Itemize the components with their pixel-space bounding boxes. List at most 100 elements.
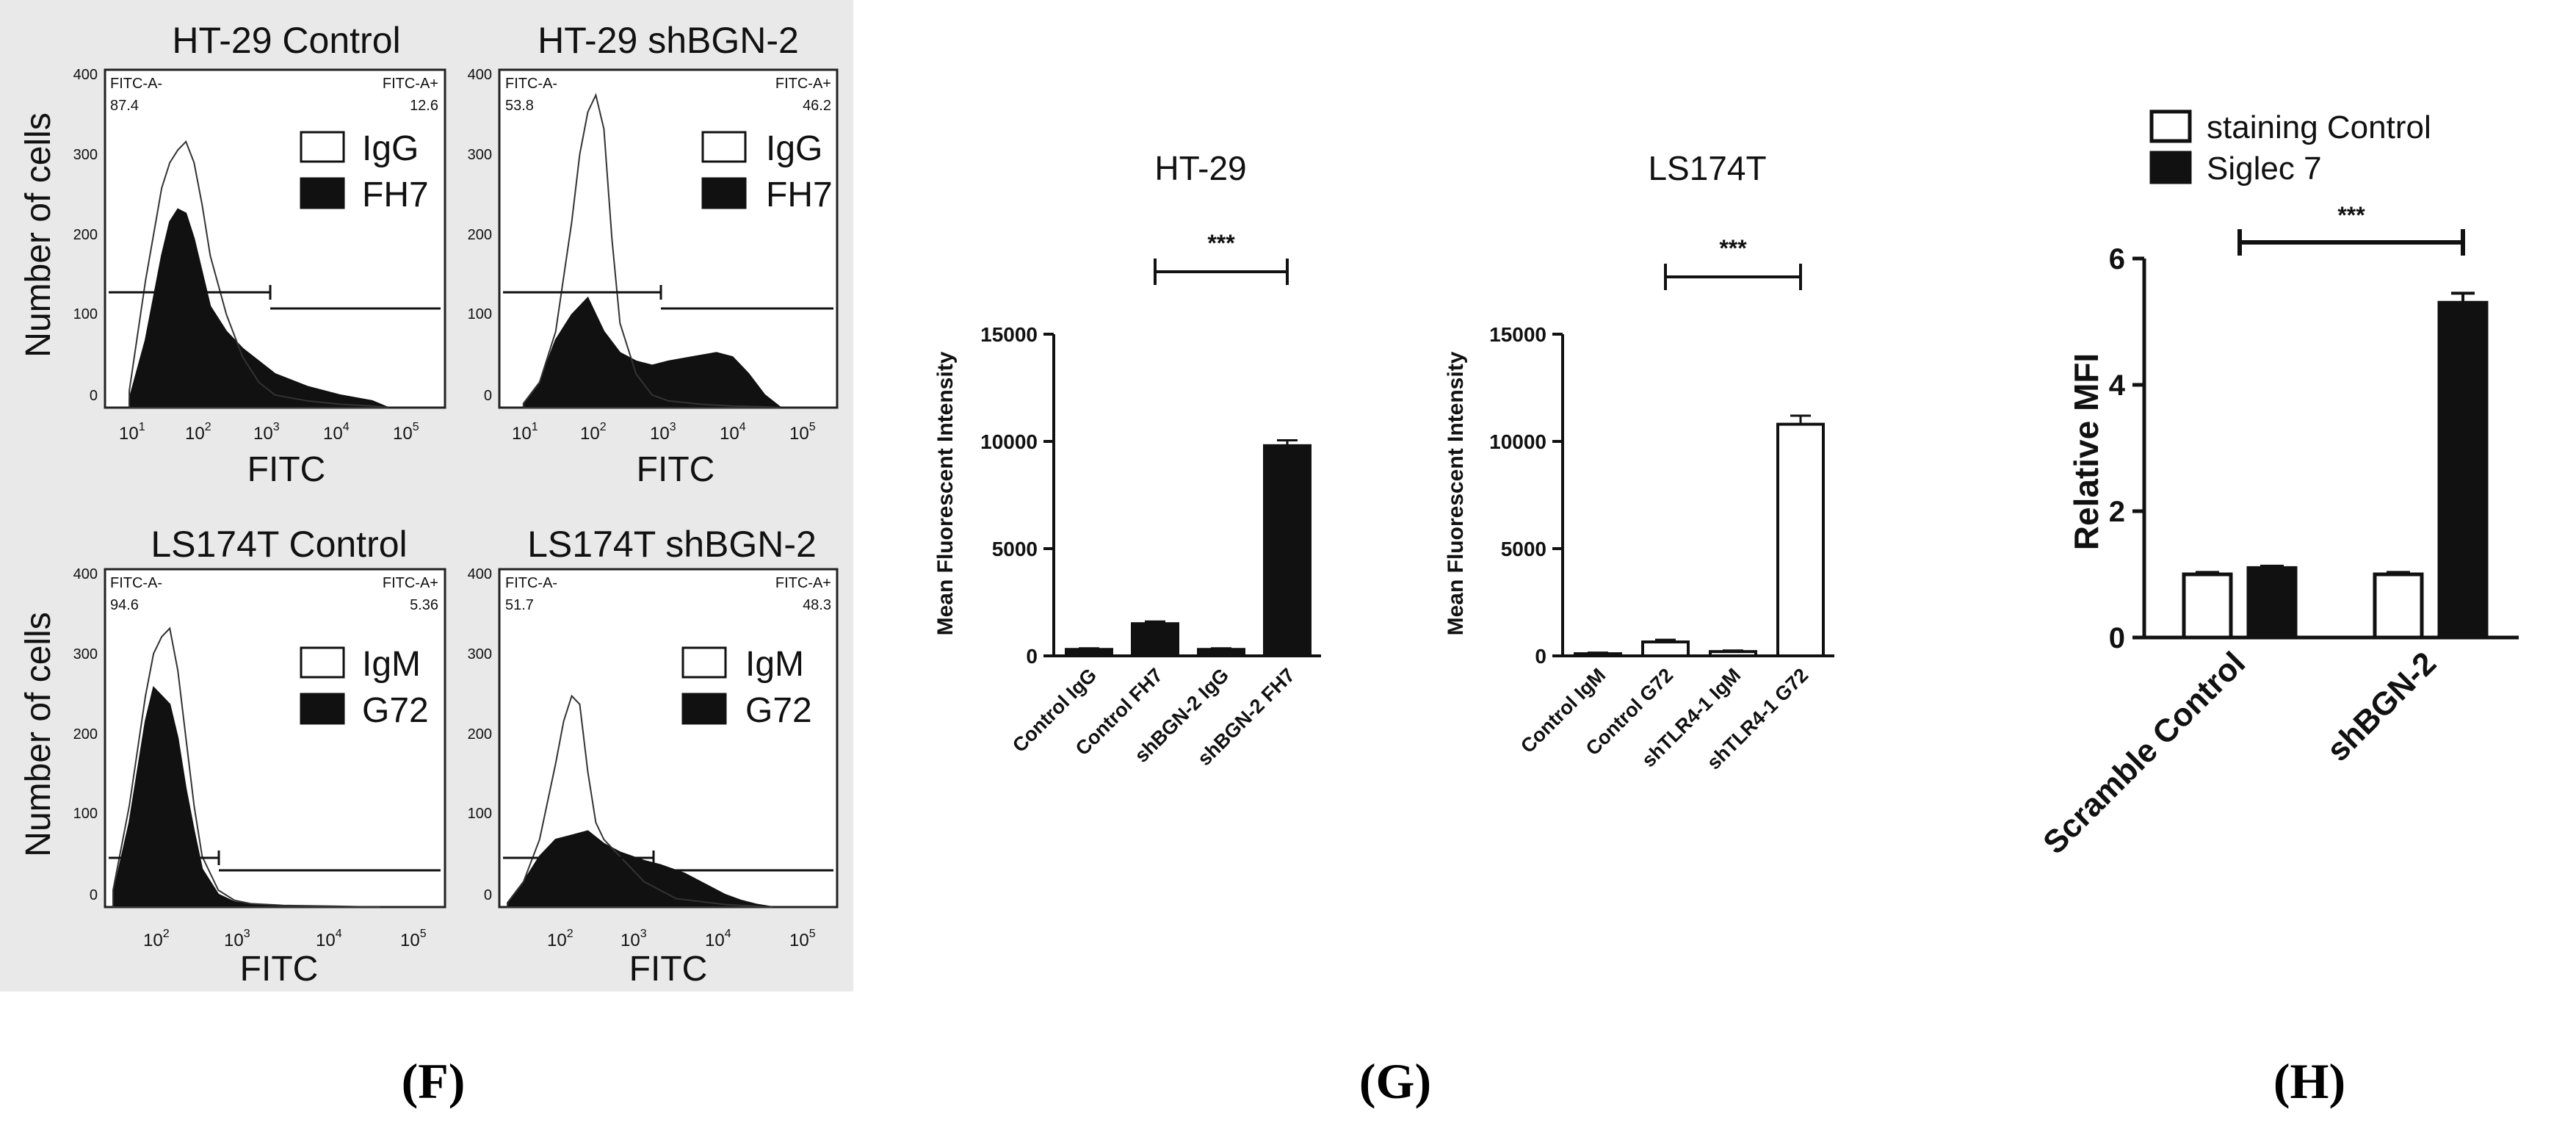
y-tick-label: 300 [73, 646, 98, 662]
bar [2437, 300, 2489, 640]
histogram-curves [112, 626, 380, 908]
gate-right-value: 5.36 [410, 597, 438, 613]
gate-right-value: 46.2 [803, 98, 831, 114]
y-axis-label: Mean Fluorescent Intensity [933, 351, 958, 635]
y-tick-label: 10000 [980, 430, 1038, 453]
x-tick-labels: 102 103 104 105 [143, 928, 427, 950]
y-tick-label: 0 [90, 388, 98, 404]
legend-swatch-open [681, 646, 727, 679]
histogram-ht29-shbgn2: HT-29 shBGN-2 FITC-A- 53.8 FITC-A+ 46.2 … [468, 20, 839, 489]
y-tick-label: 0 [2109, 622, 2125, 654]
y-ticks: 0 5000 10000 15000 [1489, 323, 1834, 668]
gate-left-value: 94.6 [110, 597, 139, 613]
y-tick-label: 10000 [1489, 430, 1546, 453]
x-tick-label: 104 [705, 928, 731, 950]
y-tick-label: 15000 [1489, 323, 1546, 346]
x-tick-labels: Scramble Control shBGN-2 [2036, 645, 2443, 861]
x-axis-label: FITC [629, 950, 708, 989]
legend-label: FH7 [362, 176, 429, 214]
bar-chart-ls174t: LS174T Mean Fluorescent Intensity 0 5000 1… [1444, 149, 1834, 774]
histogram-outline-igm [112, 626, 380, 908]
legend: IgG FH7 [300, 129, 429, 214]
histogram-ls174t-control: LS174T Control FITC-A- 94.6 FITC-A+ 5.36… [73, 524, 446, 989]
x-tick-label: 103 [621, 928, 647, 950]
gate-right-value: 12.6 [410, 98, 438, 114]
y-tick-label: 0 [90, 887, 98, 903]
histogram-outline-igg [522, 93, 781, 408]
legend-label: IgG [766, 129, 822, 168]
x-axis-label: FITC [637, 450, 715, 489]
gates [109, 285, 441, 310]
legend-label: IgM [745, 645, 804, 684]
histogram-filled-g72 [507, 830, 773, 908]
bar [1065, 648, 1113, 657]
histogram-title: LS174T Control [151, 524, 407, 565]
legend-swatch-filled [300, 693, 345, 725]
gate-left-value: 87.4 [110, 98, 139, 114]
bars [2182, 292, 2489, 640]
legend-label: G72 [745, 691, 812, 730]
gates [109, 850, 441, 872]
gates [503, 285, 833, 310]
bar-chart-ht29: HT-29 Mean Fluorescent Intensity 0 5000 10… [933, 149, 1321, 770]
x-tick-label: 102 [185, 421, 211, 444]
x-axis-label: FITC [247, 450, 326, 489]
histogram-title: HT-29 shBGN-2 [538, 20, 799, 61]
legend: IgM G72 [681, 645, 812, 730]
y-tick-label: 200 [468, 227, 492, 243]
legend-swatch-filled [701, 177, 747, 209]
bar [2373, 572, 2424, 640]
histogram-filled-fh7 [522, 296, 784, 408]
x-tick-label: 103 [224, 928, 250, 950]
significance-bracket: *** [1154, 230, 1289, 285]
y-tick-label: 0 [484, 388, 492, 404]
gate-left-label: FITC-A- [505, 76, 557, 92]
legend: IgM G72 [300, 645, 429, 730]
legend-swatch-filled [2149, 151, 2192, 184]
significance-bracket: *** [2237, 202, 2465, 256]
panel-label-g: (G) [1359, 1053, 1431, 1109]
y-tick-label: 200 [73, 726, 98, 743]
y-tick-label: 15000 [980, 323, 1038, 346]
x-tick-label: 105 [393, 421, 419, 444]
significance-label: *** [1207, 230, 1235, 256]
gate-right-label: FITC-A+ [775, 575, 831, 591]
y-axis-label-top: Number of cells [19, 112, 58, 357]
x-tick-label: 104 [316, 928, 342, 950]
legend-label: Siglec 7 [2207, 151, 2322, 187]
histogram-filled-fh7 [129, 208, 389, 408]
significance-bracket: *** [1664, 235, 1802, 290]
x-tick-label: 101 [119, 421, 145, 444]
x-tick-label: 104 [323, 421, 350, 444]
y-tick-label: 0 [1535, 645, 1546, 668]
y-tick-label: 200 [468, 726, 492, 743]
y-axis-label: Mean Fluorescent Intensity [1444, 351, 1468, 635]
x-tick-label: 101 [512, 421, 538, 444]
chart-title: LS174T [1648, 149, 1766, 187]
histogram-curves [522, 93, 784, 408]
legend-label: IgM [362, 645, 421, 684]
bar-chart-relative-mfi: staining Control Siglec 7 Relative MFI 0… [2036, 109, 2519, 861]
legend-swatch-open [300, 131, 345, 163]
y-tick-label: 100 [468, 806, 492, 822]
x-tick-labels: 102 103 104 105 [547, 928, 816, 950]
legend-label: IgG [362, 129, 419, 168]
histogram-outline-igm [507, 694, 773, 908]
x-tick-label: 103 [253, 421, 280, 444]
histogram-curves [507, 694, 773, 908]
bar [1776, 422, 1825, 657]
legend-label: G72 [362, 691, 429, 730]
legend-swatch-open [300, 646, 345, 679]
legend-swatch-filled [300, 177, 345, 209]
histogram-title: LS174T shBGN-2 [527, 524, 817, 565]
x-tick-labels: 101 102 103 104 105 [119, 421, 419, 444]
bar [1263, 444, 1311, 658]
gate-right-label: FITC-A+ [383, 575, 438, 591]
x-tick-label: 102 [143, 928, 170, 950]
y-tick-label: 100 [73, 306, 98, 322]
y-tick-label: 0 [1026, 645, 1038, 668]
gate-left-label: FITC-A- [110, 76, 162, 92]
x-tick-label: 104 [720, 421, 746, 444]
bar [1131, 622, 1179, 658]
